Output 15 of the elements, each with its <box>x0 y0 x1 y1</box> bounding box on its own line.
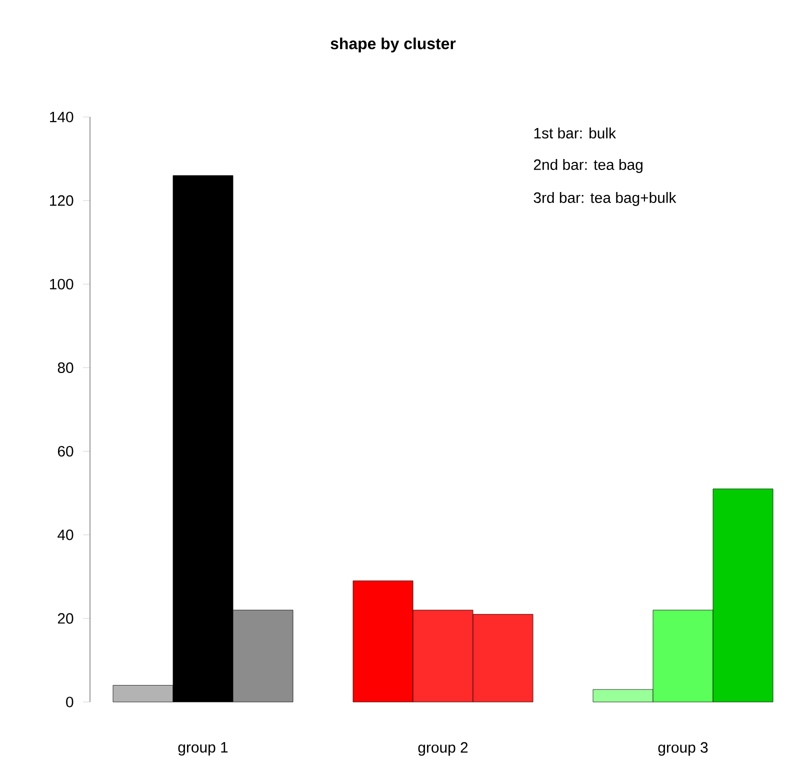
annotation: 3rd bar: tea bag+bulk <box>534 192 676 206</box>
annotation: 2nd bar: tea bag <box>534 159 642 173</box>
y-tick-label: 100 <box>50 278 74 290</box>
y-tick-label: 120 <box>50 195 74 206</box>
x-tick-label: group 1 <box>178 742 228 756</box>
y-tick-label: 140 <box>50 112 74 122</box>
x-tick-label: group 2 <box>418 742 468 756</box>
y-tick-label: 60 <box>58 446 74 457</box>
x-tick-label: group 3 <box>658 742 708 756</box>
annotation: 1st bar: bulk <box>534 128 616 138</box>
y-tick-label: 40 <box>58 530 74 540</box>
y-tick-label: 20 <box>58 613 74 624</box>
chart-title: shape by cluster <box>330 38 456 52</box>
y-tick-label: 0 <box>66 696 74 708</box>
y-tick-label: 80 <box>58 362 74 373</box>
